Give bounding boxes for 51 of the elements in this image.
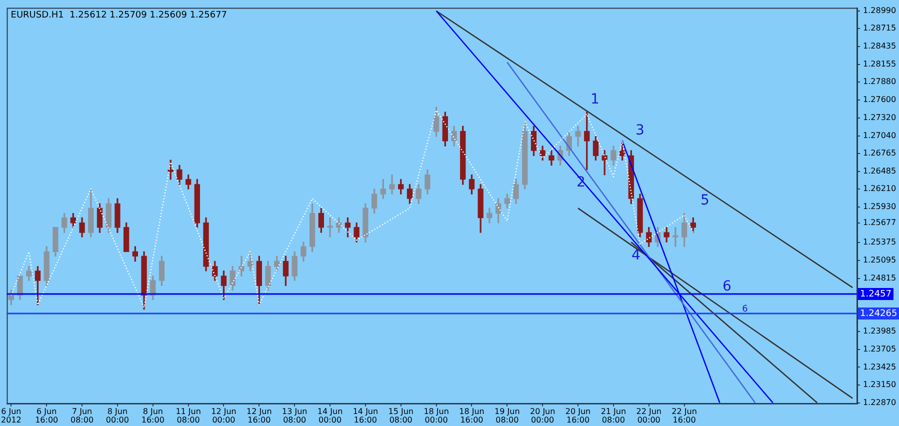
y-tick-label: 1.27040 xyxy=(863,130,896,140)
y-tick-label: 1.25375 xyxy=(863,237,896,246)
y-tick-label: 1.28715 xyxy=(863,24,896,33)
x-tick-label: 8 Jun 16:00 xyxy=(141,406,164,425)
annotation: 2 xyxy=(576,174,586,191)
x-tick-label: 7 Jun 08:00 xyxy=(70,406,94,425)
ref-line-label: 1.2457 xyxy=(860,289,892,300)
y-tick-label: 1.27320 xyxy=(863,112,896,122)
annotation: 6 xyxy=(722,278,732,295)
annotation: 6 xyxy=(742,304,748,314)
x-tick-label: 6 Jun 2012 xyxy=(1,406,22,425)
annotation: 5 xyxy=(700,192,710,209)
x-tick-label: 12 Jun 00:00 xyxy=(211,406,236,425)
x-tick-label: 19 Jun 08:00 xyxy=(494,406,520,425)
x-tick-label: 11 Jun 08:00 xyxy=(176,406,201,425)
y-tick-label: 1.26485 xyxy=(863,166,896,176)
x-tick-label: 15 Jun 08:00 xyxy=(388,406,414,425)
y-tick-label: 1.28435 xyxy=(863,42,896,51)
y-tick-label: 1.22870 xyxy=(863,398,896,407)
x-tick-label: 14 Jun 16:00 xyxy=(352,406,378,425)
y-tick-label: 1.27880 xyxy=(863,77,896,86)
x-tick-label: 22 Jun 16:00 xyxy=(672,406,697,425)
y-tick-label: 1.24815 xyxy=(863,273,896,282)
y-tick-label: 1.23425 xyxy=(863,362,896,372)
y-tick-label: 1.28990 xyxy=(863,6,896,16)
ref-line-label: 1.24265 xyxy=(860,308,898,319)
x-tick-label: 14 Jun 00:00 xyxy=(317,406,343,425)
annotation: 3 xyxy=(636,122,644,139)
annotation: 1 xyxy=(590,92,600,108)
y-tick-label: 1.25930 xyxy=(863,202,896,211)
x-tick-label: 18 Jun 16:00 xyxy=(459,406,484,425)
x-tick-label: 13 Jun 08:00 xyxy=(282,406,308,425)
x-tick-label: 12 Jun 16:00 xyxy=(246,406,272,425)
y-tick-label: 1.27600 xyxy=(863,95,896,104)
x-tick-label: 8 Jun 00:00 xyxy=(106,406,129,425)
x-tick-label: 22 Jun 00:00 xyxy=(636,406,662,425)
x-tick-label: 18 Jun 00:00 xyxy=(424,406,449,425)
y-tick-label: 1.25677 xyxy=(863,218,896,228)
y-tick-label: 1.23985 xyxy=(863,326,896,336)
x-tick-label: 20 Jun 16:00 xyxy=(565,406,591,425)
annotation: 4 xyxy=(632,248,641,264)
y-tick-label: 1.26765 xyxy=(863,148,896,158)
y-tick-label: 1.25095 xyxy=(863,255,896,264)
chart-title: EURUSD.H1 1.25612 1.25709 1.25609 1.25677 xyxy=(10,10,228,21)
x-tick-label: 20 Jun 00:00 xyxy=(530,406,556,425)
x-tick-label: 6 Jun 16:00 xyxy=(35,406,58,425)
y-tick-label: 1.23705 xyxy=(863,344,896,354)
y-tick-label: 1.26210 xyxy=(863,184,896,194)
x-tick-label: 21 Jun 08:00 xyxy=(600,406,626,425)
y-tick-label: 1.23150 xyxy=(863,380,896,389)
y-tick-label: 1.28155 xyxy=(863,60,896,69)
